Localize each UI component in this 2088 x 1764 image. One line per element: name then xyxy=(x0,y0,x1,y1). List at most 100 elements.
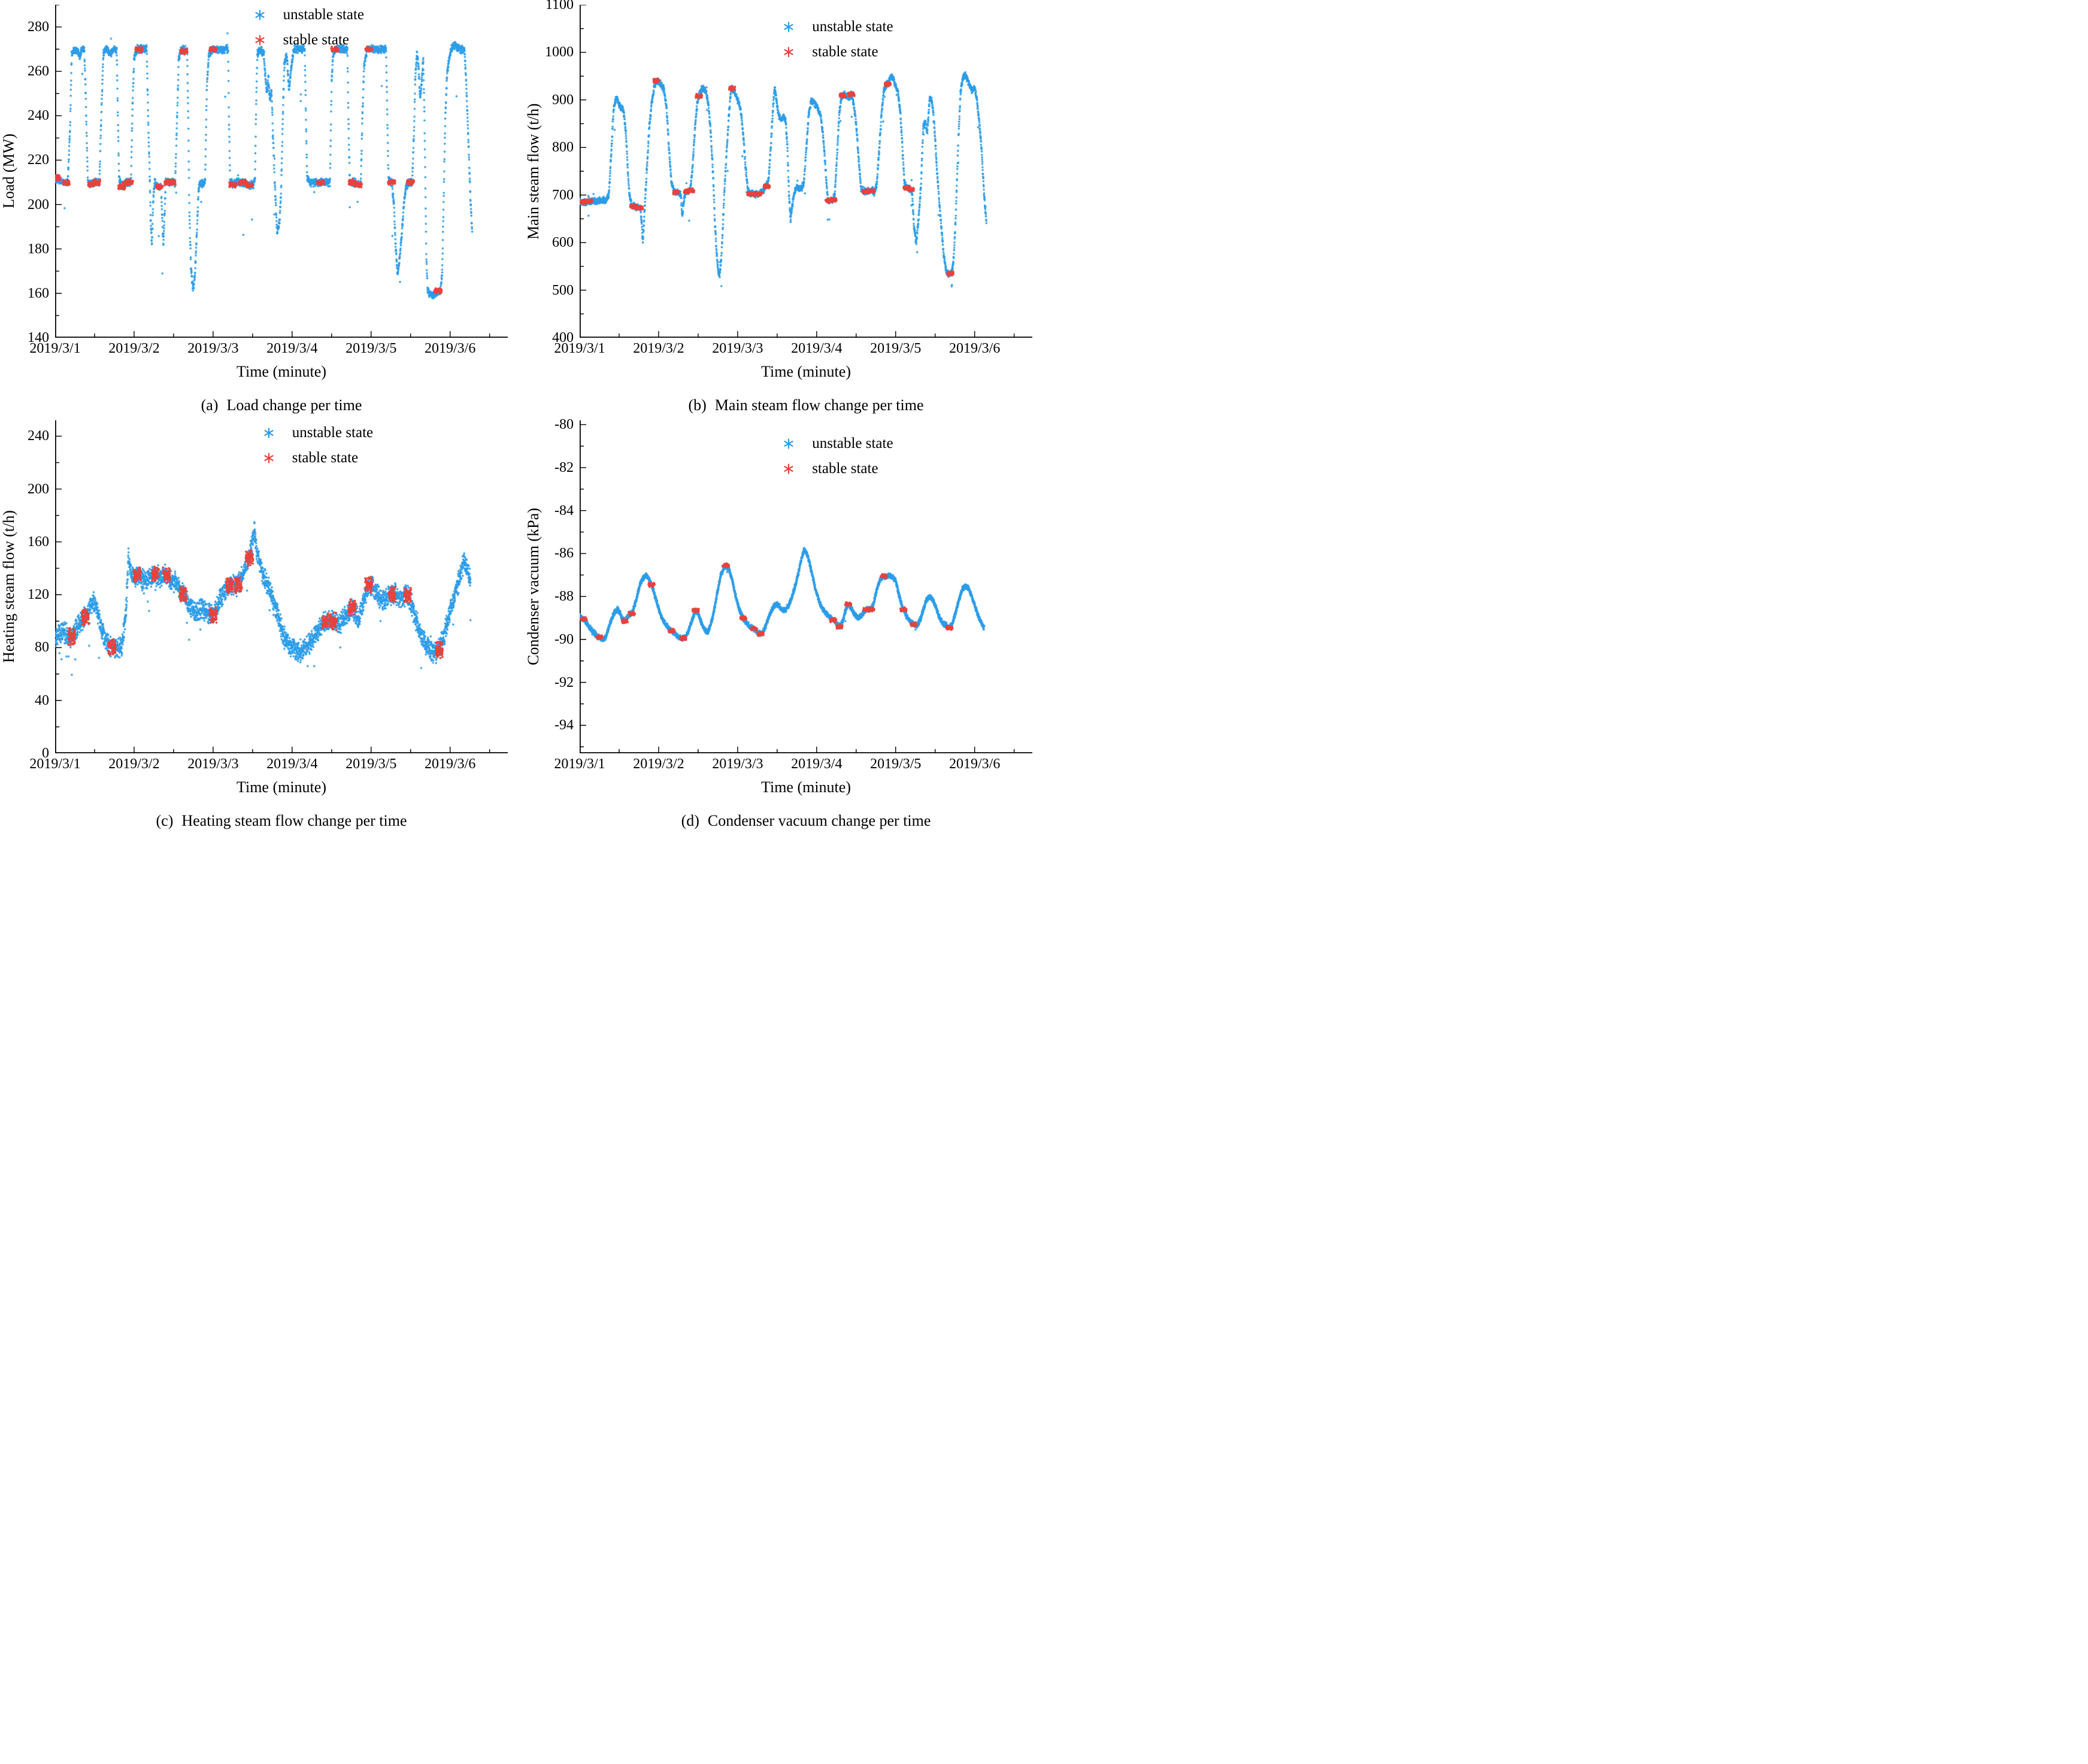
y-tick-label: 240 xyxy=(28,428,49,444)
legend: unstable state stable state xyxy=(783,18,893,61)
legend-item-unstable: unstable state xyxy=(783,18,893,36)
x-tick-label: 2019/3/5 xyxy=(870,756,922,772)
x-tick-label: 2019/3/5 xyxy=(346,341,397,356)
x-axis-title: Time (minute) xyxy=(761,363,851,380)
y-tick-label: 120 xyxy=(28,587,49,603)
x-tick-label: 2019/3/3 xyxy=(712,756,763,772)
x-tick-label: 2019/3/4 xyxy=(791,341,843,356)
x-tick-label: 2019/3/2 xyxy=(108,756,160,772)
panel-caption: (d) Condenser vacuum change per time xyxy=(580,812,1032,830)
caption-text: Load change per time xyxy=(226,396,362,414)
legend-item-stable: stable state xyxy=(263,449,373,467)
y-tick-label: 900 xyxy=(552,92,574,108)
x-tick-label: 2019/3/2 xyxy=(108,341,160,356)
legend-label-unstable: unstable state xyxy=(283,7,365,23)
y-tick-label: 1100 xyxy=(545,0,574,13)
stable-marker-icon xyxy=(784,47,793,57)
legend-item-unstable: unstable state xyxy=(254,6,364,24)
y-tick-label: -86 xyxy=(554,545,574,562)
x-tick-label: 2019/3/4 xyxy=(791,756,843,772)
y-tick-label: 400 xyxy=(552,330,574,345)
x-tick-label: 2019/3/5 xyxy=(346,756,397,772)
legend-label-unstable: unstable state xyxy=(812,435,893,451)
plot-area: unstable state stable state 140 160 180 200… xyxy=(28,5,508,356)
x-tick-label: 2019/3/3 xyxy=(187,756,239,772)
y-tick-label: 260 xyxy=(28,63,49,80)
y-tick-label: -80 xyxy=(554,417,574,433)
unstable-marker-icon xyxy=(784,22,793,32)
caption-label: (a) xyxy=(201,396,219,414)
legend-item-unstable: unstable state xyxy=(783,435,893,453)
legend-label-stable: stable state xyxy=(292,450,359,466)
x-axis-title: Time (minute) xyxy=(237,363,326,380)
y-tick-label: 160 xyxy=(28,534,49,550)
legend-label-stable: stable state xyxy=(812,44,878,60)
legend-label-unstable: unstable state xyxy=(812,19,893,35)
y-tick-label: 800 xyxy=(552,140,574,156)
y-tick-label: -94 xyxy=(554,717,574,734)
y-tick-label: 200 xyxy=(28,481,49,497)
x-tick-label: 2019/3/1 xyxy=(29,756,81,772)
legend: unstable state stable state xyxy=(783,435,893,478)
plot-area: unstable state stable state 0 40 80 120 160 2… xyxy=(28,420,508,772)
x-tick-label: 2019/3/6 xyxy=(949,756,1001,772)
x-tick-label: 2019/3/4 xyxy=(266,341,318,356)
x-tick-label: 2019/3/1 xyxy=(29,341,81,356)
unstable-marker-icon xyxy=(255,10,265,20)
legend-label-stable: stable state xyxy=(812,460,878,477)
scatter-canvas xyxy=(55,420,508,753)
panel-a-load: Load (MW) unstable state stable state 14… xyxy=(0,5,520,414)
legend-item-stable: stable state xyxy=(783,460,893,478)
plot-area: unstable state stable state -94 -92 -90 -88… xyxy=(554,417,1032,772)
y-tick-label: -88 xyxy=(554,589,574,605)
y-tick-label: 80 xyxy=(35,639,49,656)
unstable-marker-icon xyxy=(264,428,274,438)
stable-marker-icon xyxy=(255,35,265,46)
x-tick-label: 2019/3/6 xyxy=(949,341,1001,356)
y-tick-label: 40 xyxy=(35,692,49,708)
plot-row-d: Condenser vacuum (kPa) unstable state st… xyxy=(525,417,1032,772)
y-tick-label: 240 xyxy=(28,108,49,124)
y-tick-label: -90 xyxy=(554,631,574,647)
stable-marker-icon xyxy=(264,453,274,463)
caption-text: Main steam flow change per time xyxy=(714,396,924,414)
y-tick-label: -84 xyxy=(554,502,574,519)
y-tick-label: 0 xyxy=(42,745,49,761)
figure-grid: Load (MW) unstable state stable state 14… xyxy=(0,0,1044,830)
x-axis-title: Time (minute) xyxy=(237,778,326,796)
y-tick-label: 500 xyxy=(552,282,574,298)
x-tick-label: 2019/3/3 xyxy=(187,341,239,356)
plot-row-b: Main steam flow (t/h) unstable state sta… xyxy=(525,0,1032,356)
caption-label: (d) xyxy=(681,812,699,829)
x-tick-label: 2019/3/1 xyxy=(554,341,605,356)
plot-area: unstable state stable state 400 500 600 700… xyxy=(545,0,1032,356)
x-tick-label: 2019/3/2 xyxy=(633,341,684,356)
plot-row-a: Load (MW) unstable state stable state 14… xyxy=(0,5,508,356)
y-tick-label: 700 xyxy=(552,187,574,203)
y-tick-label: -92 xyxy=(554,674,574,690)
scatter-canvas xyxy=(55,5,508,338)
panel-caption: (c) Heating steam flow change per time xyxy=(55,812,508,830)
x-tick-label: 2019/3/3 xyxy=(712,341,763,356)
plot-row-c: Heating steam flow (t/h) unstable state … xyxy=(0,420,508,772)
legend-label-unstable: unstable state xyxy=(292,425,374,441)
y-tick-label: -82 xyxy=(554,459,574,475)
legend-label-stable: stable state xyxy=(283,32,350,48)
legend-item-unstable: unstable state xyxy=(263,424,373,442)
y-tick-label: 160 xyxy=(28,285,49,301)
y-tick-label: 180 xyxy=(28,241,49,257)
legend-item-stable: stable state xyxy=(254,31,364,49)
y-tick-label: 220 xyxy=(28,152,49,168)
x-tick-label: 2019/3/5 xyxy=(870,341,922,356)
scatter-canvas xyxy=(580,5,1032,338)
x-tick-label: 2019/3/4 xyxy=(266,756,318,772)
caption-label: (c) xyxy=(156,812,174,829)
y-tick-label: 140 xyxy=(28,330,49,345)
legend: unstable state stable state xyxy=(263,424,373,467)
x-tick-label: 2019/3/1 xyxy=(554,756,605,772)
y-tick-label: 600 xyxy=(552,235,574,251)
x-tick-label: 2019/3/2 xyxy=(633,756,684,772)
scatter-canvas xyxy=(580,420,1032,753)
caption-text: Condenser vacuum change per time xyxy=(707,812,931,829)
unstable-marker-icon xyxy=(784,438,793,449)
